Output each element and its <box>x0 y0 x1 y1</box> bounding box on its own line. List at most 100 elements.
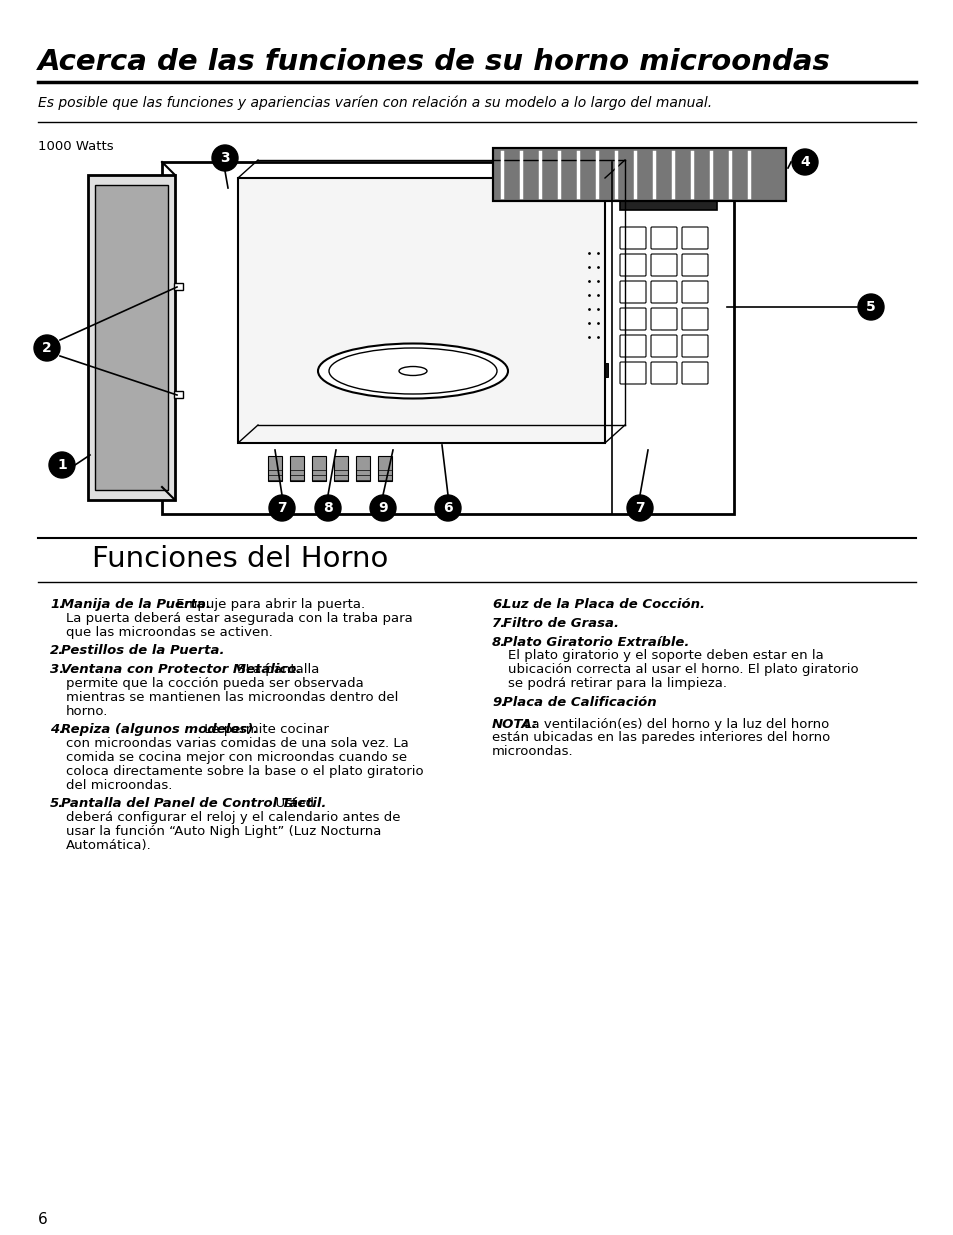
Text: 4: 4 <box>800 156 809 169</box>
Text: mientras se mantienen las microondas dentro del: mientras se mantienen las microondas den… <box>66 690 398 704</box>
Text: 5: 5 <box>865 300 875 314</box>
Text: deberá configurar el reloj y el calendario antes de: deberá configurar el reloj y el calendar… <box>66 811 400 824</box>
Text: Empuje para abrir la puerta.: Empuje para abrir la puerta. <box>172 598 365 611</box>
Text: Pantalla del Panel de Control Táctil.: Pantalla del Panel de Control Táctil. <box>61 798 326 810</box>
Circle shape <box>857 294 883 320</box>
Text: 8.: 8. <box>492 636 506 648</box>
Text: Usted: Usted <box>266 798 314 810</box>
Bar <box>377 456 392 480</box>
Text: 7.: 7. <box>492 616 506 630</box>
Text: ubicación correcta al usar el horno. El plato giratorio: ubicación correcta al usar el horno. El … <box>507 663 858 677</box>
FancyBboxPatch shape <box>650 282 677 303</box>
Text: horno.: horno. <box>66 705 109 718</box>
FancyBboxPatch shape <box>619 254 645 275</box>
Text: La ventilación(es) del horno y la luz del horno: La ventilación(es) del horno y la luz de… <box>519 718 828 731</box>
Bar <box>493 148 785 201</box>
Text: 3.: 3. <box>50 663 64 677</box>
FancyBboxPatch shape <box>619 308 645 330</box>
Bar <box>602 363 607 377</box>
Text: con microondas varias comidas de una sola vez. La: con microondas varias comidas de una sol… <box>66 737 408 750</box>
Text: 6.: 6. <box>492 598 506 611</box>
Text: Luz de la Placa de Cocción.: Luz de la Placa de Cocción. <box>502 598 704 611</box>
Text: Placa de Calificación: Placa de Calificación <box>502 695 656 709</box>
Text: del microondas.: del microondas. <box>66 778 172 792</box>
Bar <box>602 186 607 200</box>
Bar <box>95 185 168 490</box>
FancyBboxPatch shape <box>681 335 707 357</box>
Text: están ubicadas en las paredes interiores del horno: están ubicadas en las paredes interiores… <box>492 731 829 745</box>
FancyBboxPatch shape <box>681 282 707 303</box>
Bar <box>88 175 174 500</box>
Text: microondas.: microondas. <box>492 745 573 758</box>
Bar <box>312 456 326 480</box>
Circle shape <box>269 495 294 521</box>
Bar <box>290 456 304 480</box>
Text: 6: 6 <box>38 1212 48 1228</box>
Bar <box>162 162 733 514</box>
Text: El plato giratorio y el soporte deben estar en la: El plato giratorio y el soporte deben es… <box>507 650 822 662</box>
Circle shape <box>435 495 460 521</box>
Circle shape <box>626 495 652 521</box>
Text: Acerca de las funciones de su horno microondas: Acerca de las funciones de su horno micr… <box>38 48 830 77</box>
Text: 1: 1 <box>57 458 67 472</box>
FancyBboxPatch shape <box>619 227 645 249</box>
Text: permite que la cocción pueda ser observada: permite que la cocción pueda ser observa… <box>66 677 363 690</box>
Circle shape <box>314 495 340 521</box>
Text: SLa pantalla: SLa pantalla <box>233 663 319 677</box>
Bar <box>237 178 604 443</box>
Text: 1000 Watts: 1000 Watts <box>38 140 113 153</box>
FancyBboxPatch shape <box>650 335 677 357</box>
Text: coloca directamente sobre la base o el plato giratorio: coloca directamente sobre la base o el p… <box>66 764 423 778</box>
Circle shape <box>212 144 237 170</box>
Text: Filtro de Grasa.: Filtro de Grasa. <box>502 616 618 630</box>
Text: Le permite cocinar: Le permite cocinar <box>200 724 329 736</box>
Text: 5.: 5. <box>50 798 64 810</box>
FancyBboxPatch shape <box>619 282 645 303</box>
Text: 2.: 2. <box>50 645 64 657</box>
Bar <box>173 283 183 290</box>
Bar <box>493 148 785 201</box>
Ellipse shape <box>317 343 507 399</box>
Text: 9: 9 <box>377 501 388 515</box>
Text: Automática).: Automática). <box>66 839 152 852</box>
FancyBboxPatch shape <box>619 362 645 384</box>
Text: 9.: 9. <box>492 695 506 709</box>
Text: Funciones del Horno: Funciones del Horno <box>91 545 388 573</box>
Text: Pestillos de la Puerta.: Pestillos de la Puerta. <box>61 645 225 657</box>
Circle shape <box>49 452 75 478</box>
Text: 7: 7 <box>277 501 287 515</box>
FancyBboxPatch shape <box>681 308 707 330</box>
Circle shape <box>34 335 60 361</box>
FancyBboxPatch shape <box>681 227 707 249</box>
Text: 4.: 4. <box>50 724 64 736</box>
Bar <box>334 456 348 480</box>
Text: se podrá retirar para la limpieza.: se podrá retirar para la limpieza. <box>507 677 726 690</box>
Text: 6: 6 <box>443 501 453 515</box>
FancyBboxPatch shape <box>650 308 677 330</box>
Text: Repiza (algunos modelos).: Repiza (algunos modelos). <box>61 724 258 736</box>
Bar <box>355 456 370 480</box>
Bar <box>268 456 282 480</box>
FancyBboxPatch shape <box>619 335 645 357</box>
Text: usar la función “Auto Nigh Light” (Luz Nocturna: usar la función “Auto Nigh Light” (Luz N… <box>66 825 381 839</box>
Circle shape <box>791 149 817 175</box>
FancyBboxPatch shape <box>650 254 677 275</box>
FancyBboxPatch shape <box>650 227 677 249</box>
Bar <box>619 184 717 210</box>
Text: 1.: 1. <box>50 598 64 611</box>
FancyBboxPatch shape <box>681 362 707 384</box>
Text: 2: 2 <box>42 341 51 354</box>
Bar <box>173 391 183 398</box>
Text: Ventana con Protector Metálico.: Ventana con Protector Metálico. <box>61 663 301 677</box>
Text: 3: 3 <box>220 151 230 165</box>
Text: NOTA:: NOTA: <box>492 718 537 731</box>
Text: 8: 8 <box>323 501 333 515</box>
Text: que las microondas se activen.: que las microondas se activen. <box>66 626 273 638</box>
Text: 7: 7 <box>635 501 644 515</box>
Text: Es posible que las funciones y apariencias varíen con relación a su modelo a lo : Es posible que las funciones y aparienci… <box>38 95 711 110</box>
Circle shape <box>370 495 395 521</box>
Text: Plato Giratorio Extraíble.: Plato Giratorio Extraíble. <box>502 636 689 648</box>
Text: comida se cocina mejor con microondas cuando se: comida se cocina mejor con microondas cu… <box>66 751 407 764</box>
Text: Manija de la Puerta.: Manija de la Puerta. <box>61 598 211 611</box>
FancyBboxPatch shape <box>650 362 677 384</box>
